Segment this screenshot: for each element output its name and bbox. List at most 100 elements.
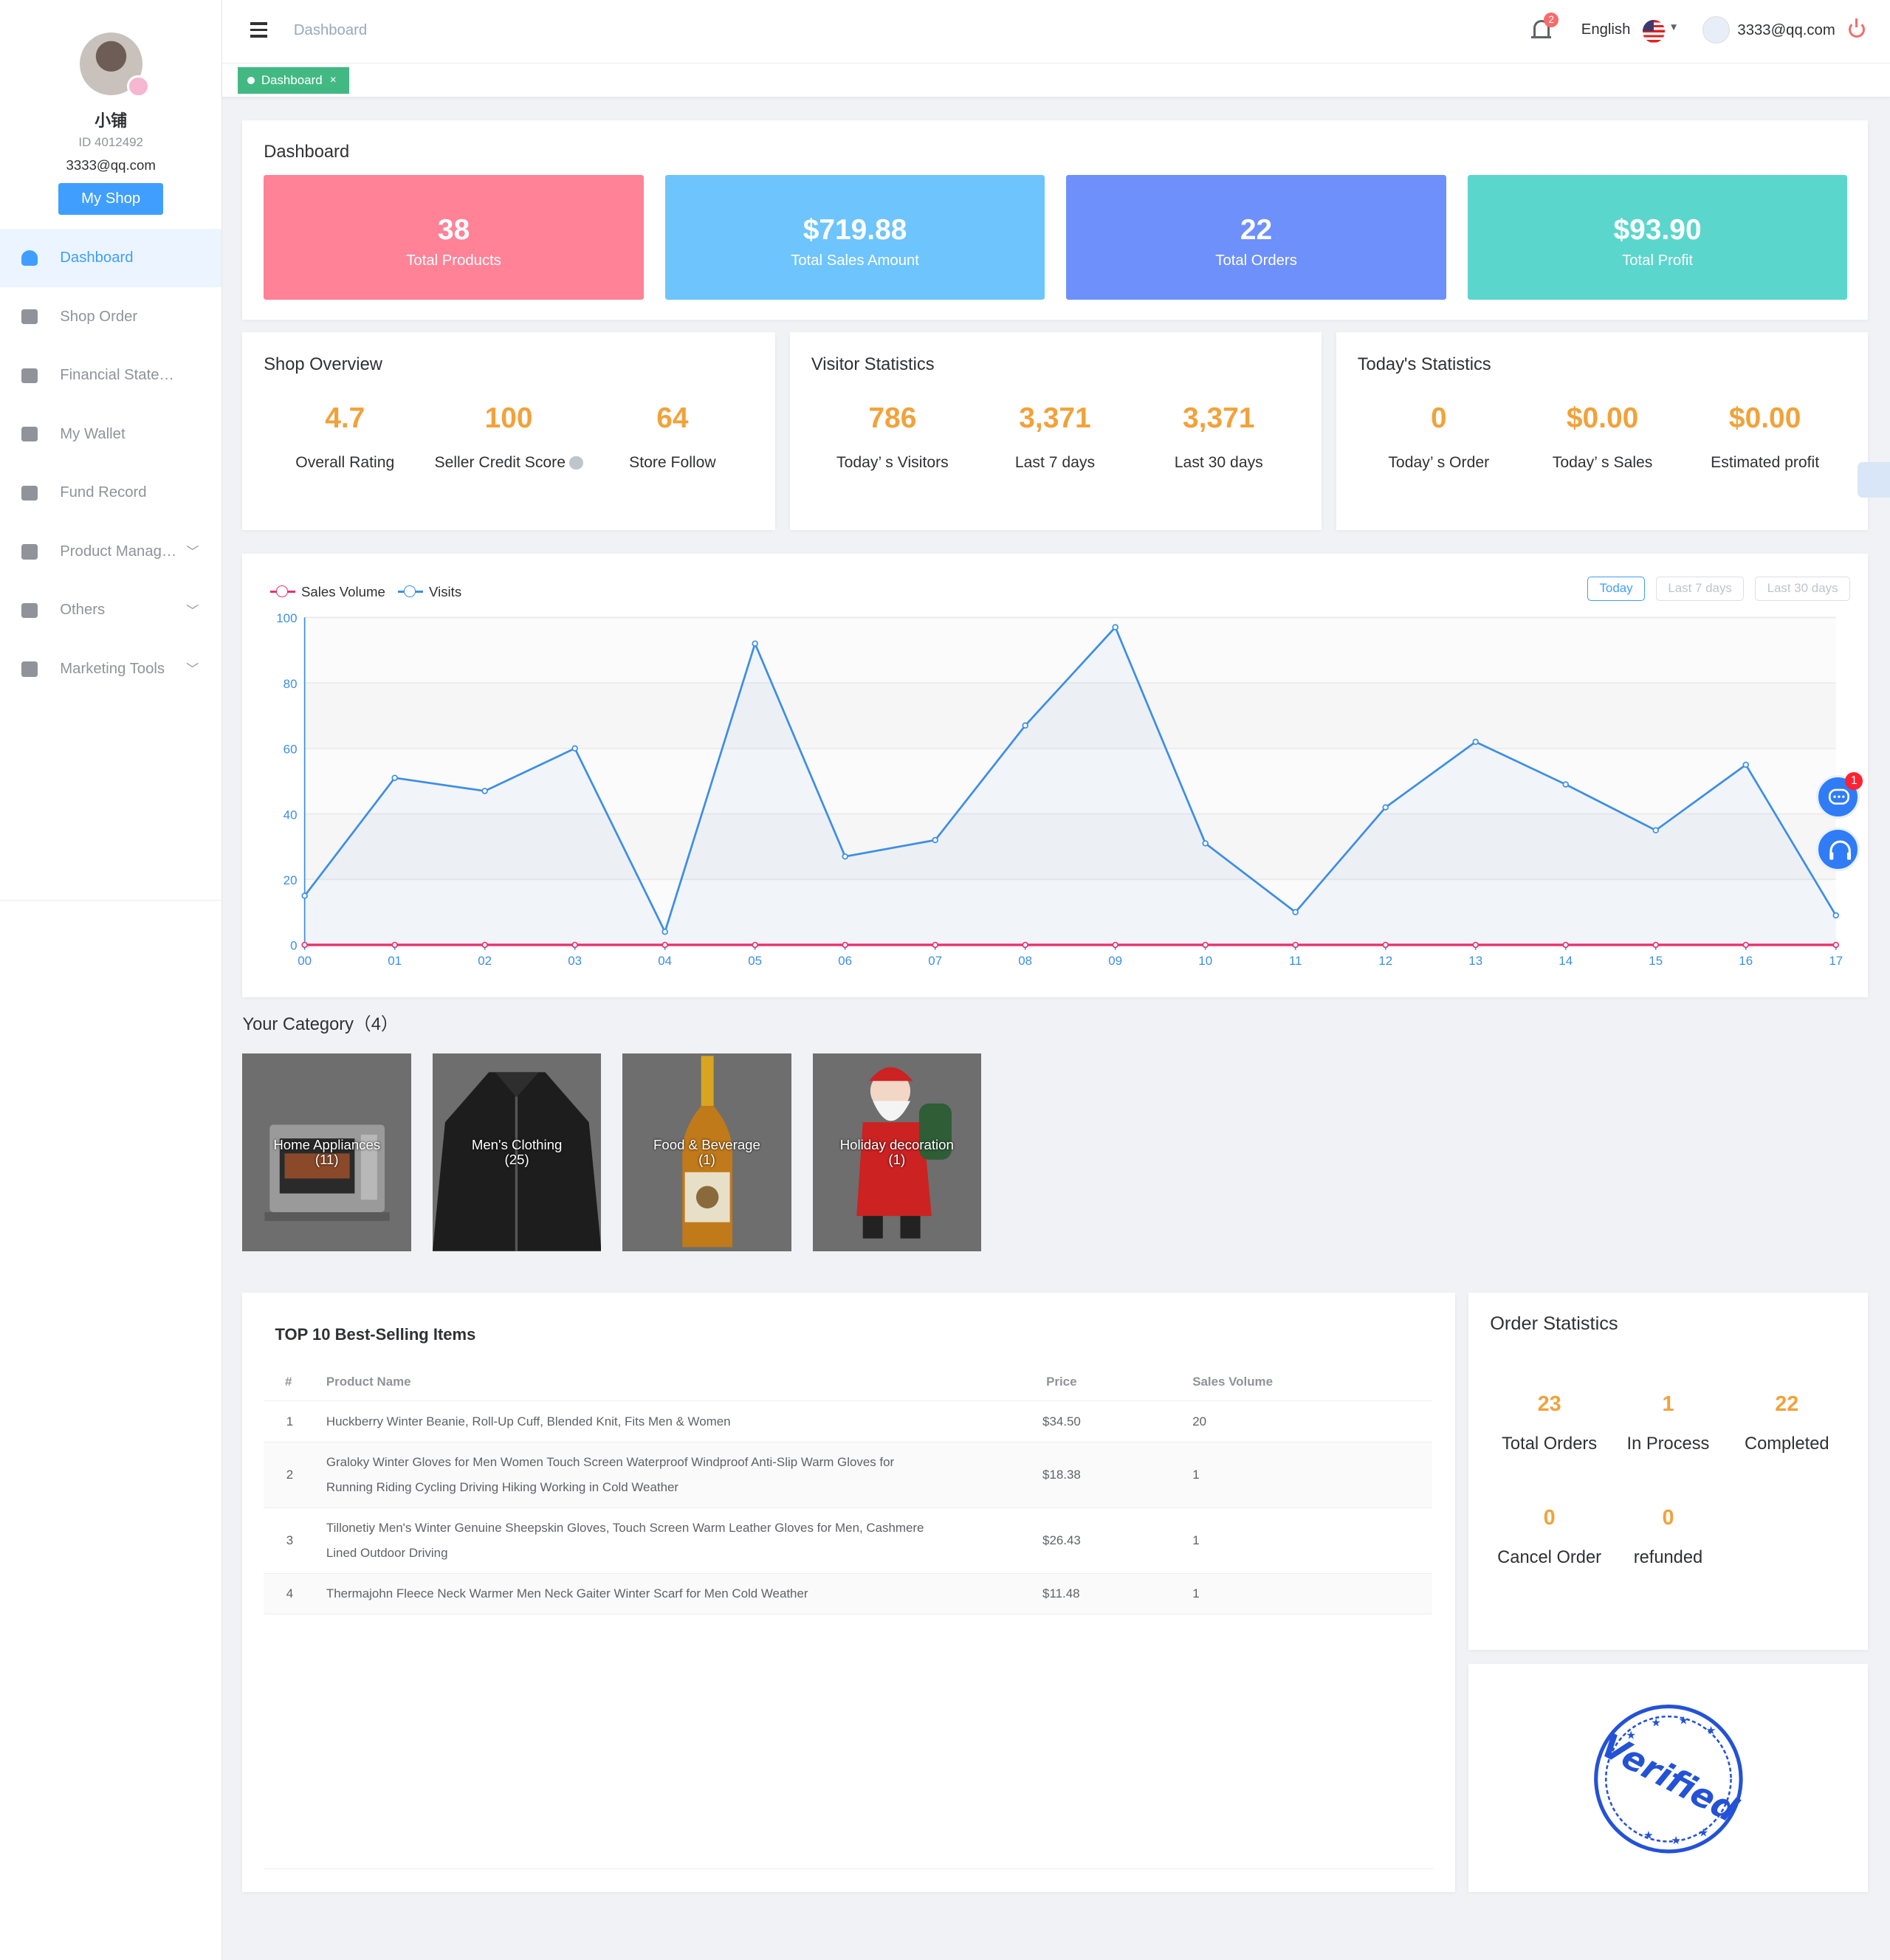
close-icon[interactable]: ×: [329, 74, 337, 87]
stat-label: In Process: [1626, 1434, 1710, 1454]
y-tick-label: 20: [284, 873, 298, 887]
category-count: (1): [698, 1152, 715, 1168]
stat-value: 22: [1240, 213, 1273, 246]
top10-table: # Product Name Price Sales Volume 1 Huckb…: [264, 1364, 1433, 1615]
chat-button[interactable]: 1: [1816, 771, 1863, 819]
cell-price: $11.48: [1042, 1573, 1193, 1615]
x-tick-label: 13: [1469, 954, 1483, 968]
card-title: Visitor Statistics: [811, 354, 935, 374]
stat-total-products[interactable]: 38 Total Products: [264, 175, 644, 300]
sales-volume-point: [1202, 941, 1209, 949]
stat-label: Overall Rating: [295, 453, 395, 471]
col-index: #: [264, 1364, 326, 1402]
stat-label-wrap: Seller Credit Score: [427, 454, 590, 472]
user-email[interactable]: 3333@qq.com: [1737, 22, 1835, 39]
y-tick-label: 100: [277, 611, 298, 625]
category-count: (1): [888, 1152, 906, 1168]
grid-band: [305, 683, 1837, 749]
x-tick-label: 16: [1739, 954, 1753, 968]
x-tick-label: 15: [1649, 954, 1663, 968]
user-avatar[interactable]: [1702, 16, 1731, 44]
table-row[interactable]: 4 Thermajohn Fleece Neck Warmer Men Neck …: [264, 1573, 1433, 1615]
sidebar-item-marketing[interactable]: Marketing Tools ﹀: [0, 640, 221, 699]
category-count: (25): [504, 1152, 529, 1168]
stat-value: 22: [1775, 1392, 1799, 1417]
visits-line: [304, 625, 1838, 935]
cell-product-name: Graloky Winter Gloves for Men Women Touc…: [326, 1442, 1043, 1508]
category-food-beverage[interactable]: Food & Beverage (1): [622, 1053, 791, 1251]
visits-point: [1382, 804, 1389, 811]
language-label[interactable]: English: [1581, 21, 1631, 38]
sidebar-item-financial[interactable]: Financial State…: [0, 346, 221, 405]
sales-volume-point: [842, 941, 849, 949]
range-7-days-button[interactable]: Last 7 days: [1656, 576, 1745, 602]
sales-volume-point: [1472, 941, 1480, 949]
visits-point: [752, 640, 759, 647]
us-flag-icon[interactable]: [1642, 20, 1666, 43]
table-row[interactable]: 1 Huckberry Winter Beanie, Roll-Up Cuff, …: [264, 1400, 1433, 1443]
question-icon[interactable]: [569, 455, 583, 470]
dot-icon: [247, 77, 255, 85]
legend-label-sales[interactable]: Sales Volume: [301, 583, 385, 599]
breadcrumb[interactable]: Dashboard: [293, 22, 368, 39]
divider: [0, 900, 221, 901]
santa-image: [856, 1067, 952, 1239]
visits-point: [301, 893, 309, 899]
sidebar-item-label: Fund Record: [60, 484, 147, 501]
visits-point: [1742, 761, 1750, 768]
visits-area: [305, 627, 1837, 945]
tag-dashboard[interactable]: Dashboard ×: [237, 67, 349, 94]
visits-point: [842, 853, 849, 860]
range-30-days-button[interactable]: Last 30 days: [1755, 576, 1850, 602]
overall-rating: 4.7 Overall Rating: [264, 402, 426, 471]
category-label: Men's Clothing (25): [433, 1137, 602, 1168]
y-tick-label: 0: [291, 939, 298, 953]
chart-legend: Sales Volume Visits: [269, 583, 462, 600]
table-row[interactable]: 2 Graloky Winter Gloves for Men Women Tou…: [264, 1442, 1433, 1508]
caret-down-icon[interactable]: ▼: [1669, 21, 1679, 32]
avatar[interactable]: [79, 32, 150, 98]
category-holiday-decoration[interactable]: Holiday decoration (1): [812, 1053, 982, 1251]
chat-icon: [1828, 788, 1850, 805]
sidebar-item-dashboard[interactable]: Dashboard: [0, 228, 221, 288]
power-icon[interactable]: [1849, 18, 1866, 38]
x-tick-label: 11: [1289, 954, 1302, 968]
x-tick-label: 04: [659, 954, 673, 968]
stat-total-orders[interactable]: 22 Total Orders: [1066, 175, 1446, 300]
legend-label-visits[interactable]: Visits: [429, 583, 462, 599]
sidebar-item-shop-order[interactable]: Shop Order: [0, 287, 221, 346]
stat-value: 3,371: [1019, 402, 1091, 435]
support-button[interactable]: [1816, 827, 1860, 872]
cell-sales: 1: [1192, 1507, 1433, 1574]
stat-value: 23: [1537, 1392, 1561, 1417]
sidebar-item-product-management[interactable]: Product Manag… ﹀: [0, 523, 221, 582]
visits-point: [1652, 827, 1660, 833]
settings-gear-icon[interactable]: [1857, 462, 1890, 498]
stat-label: Today’ s Order: [1388, 453, 1490, 471]
today-visitors: 786 Today’ s Visitors: [811, 402, 974, 471]
cell-index: 4: [264, 1573, 326, 1615]
table-row[interactable]: 3 Tillonetiy Men's Winter Genuine Sheepsk…: [264, 1507, 1433, 1574]
visits-point: [1112, 624, 1119, 630]
range-today-button[interactable]: Today: [1587, 576, 1645, 602]
stat-total-profit[interactable]: $93.90 Total Profit: [1467, 175, 1848, 300]
hamburger-icon[interactable]: [250, 22, 268, 38]
category-mens-clothing[interactable]: Men's Clothing (25): [432, 1053, 602, 1251]
grid-band: [305, 879, 1837, 945]
stat-label: Total Products: [406, 252, 501, 269]
category-home-appliances[interactable]: Home Appliances (11): [242, 1053, 412, 1251]
sidebar-item-wallet[interactable]: My Wallet: [0, 405, 221, 464]
my-shop-button[interactable]: My Shop: [58, 183, 164, 215]
stat-total-sales[interactable]: $719.88 Total Sales Amount: [664, 175, 1045, 300]
cell-sales: 1: [1192, 1442, 1433, 1508]
sales-volume-point: [1112, 941, 1119, 949]
bell-icon[interactable]: 2: [1531, 12, 1559, 40]
stat-label: Today’ s Visitors: [836, 453, 949, 471]
sidebar-item-others[interactable]: Others ﹀: [0, 581, 221, 640]
visits-point: [1292, 909, 1299, 915]
shop-overview-card: Shop Overview 4.7 Overall Rating 100 Selle…: [242, 332, 775, 530]
stat-value: $719.88: [803, 213, 907, 246]
crown-icon: [127, 75, 150, 98]
document-icon: [21, 485, 38, 501]
sidebar-item-fund-record[interactable]: Fund Record: [0, 464, 221, 523]
